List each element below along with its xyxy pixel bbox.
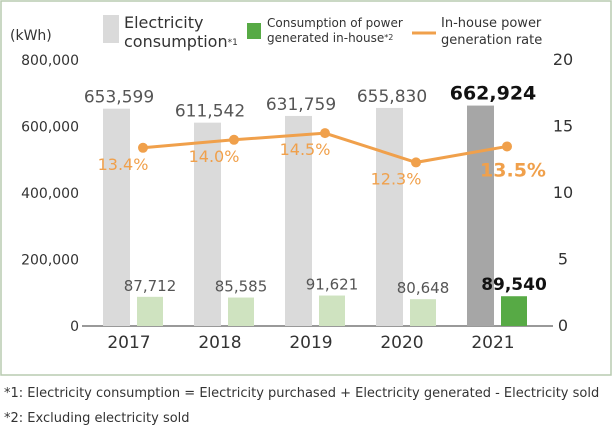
data-label-inhouse: 91,621 [306, 276, 359, 294]
rate-point [411, 157, 421, 168]
x-tick-label: 2021 [471, 333, 514, 353]
data-label-inhouse: 89,540 [481, 275, 547, 295]
legend-electricity-line2-text: consumption [124, 32, 228, 51]
legend-inhouse-superscript: *2 [384, 33, 393, 42]
y-left-tick-label: 800,000 [21, 53, 79, 69]
bar-inhouse-consumption [228, 297, 254, 326]
bar-inhouse-consumption [137, 296, 163, 326]
bars-group [103, 105, 527, 327]
data-label-inhouse: 87,712 [124, 277, 177, 295]
bar-electricity-consumption [194, 122, 221, 326]
legend-electricity-line1: Electricity [124, 13, 203, 32]
y-left-axis-ticks: 0 200,000 400,000 600,000 800,000 [21, 53, 79, 335]
rate-point [502, 141, 512, 152]
bar-inhouse-consumption [501, 296, 527, 326]
legend: Electricity consumption*1 Consumption of… [103, 13, 542, 51]
legend-inhouse-line2-text: generated in-house [267, 31, 384, 45]
data-label-electricity: 631,759 [266, 95, 336, 115]
data-label-rate: 13.5% [480, 159, 546, 181]
x-tick-label: 2020 [380, 333, 423, 353]
y-right-tick-label: 10 [553, 183, 573, 202]
legend-electricity-superscript: *1 [228, 38, 238, 48]
y-left-tick-label: 600,000 [21, 120, 79, 136]
y-left-unit-label: (kWh) [10, 28, 52, 44]
rate-point [320, 128, 330, 139]
x-axis-ticks: 2017 2018 2019 2020 2021 [107, 333, 514, 353]
footnote-1: *1: Electricity consumption = Electricit… [4, 386, 600, 401]
y-left-tick-label: 400,000 [21, 186, 79, 202]
legend-swatch-electricity [103, 15, 119, 43]
data-label-rate: 14.5% [280, 140, 331, 159]
legend-rate-line1: In-house power [441, 16, 542, 31]
data-label-inhouse: 80,648 [397, 279, 450, 297]
data-label-electricity: 655,830 [357, 87, 427, 107]
bar-labels-group: 653,599 87,712 611,542 85,585 631,759 91,621 6… [84, 83, 547, 298]
y-left-tick-label: 0 [70, 319, 79, 335]
legend-inhouse-line1: Consumption of power [267, 16, 403, 30]
x-tick-label: 2018 [198, 333, 241, 353]
data-label-rate: 12.3% [371, 169, 422, 188]
data-label-rate: 14.0% [189, 147, 240, 166]
legend-swatch-inhouse [247, 23, 261, 39]
y-left-tick-label: 200,000 [21, 253, 79, 269]
rate-line-group [138, 128, 512, 168]
bar-inhouse-consumption [319, 295, 345, 326]
x-tick-label: 2017 [107, 333, 150, 353]
bar-electricity-consumption [467, 105, 494, 327]
rate-point [138, 142, 148, 153]
y-right-tick-label: 0 [558, 316, 568, 335]
y-right-tick-label: 20 [553, 50, 573, 69]
data-label-electricity: 662,924 [450, 83, 537, 105]
data-label-inhouse: 85,585 [215, 278, 268, 296]
x-tick-label: 2019 [289, 333, 332, 353]
y-right-tick-label: 5 [558, 250, 568, 269]
data-label-electricity: 653,599 [84, 88, 154, 108]
footnote-2: *2: Excluding electricity sold [4, 411, 190, 426]
bar-electricity-consumption [103, 108, 130, 326]
data-label-rate: 13.4% [98, 155, 149, 174]
legend-rate-line2: generation rate [441, 33, 542, 48]
y-right-tick-label: 15 [553, 117, 573, 136]
bar-inhouse-consumption [410, 299, 436, 326]
bar-electricity-consumption [285, 115, 312, 327]
y-right-axis-ticks: 0 5 10 15 20 [553, 50, 573, 335]
bar-electricity-consumption [376, 107, 403, 326]
legend-inhouse-line2: generated in-house*2 [267, 31, 393, 45]
legend-electricity-line2: consumption*1 [124, 32, 238, 51]
data-label-electricity: 611,542 [175, 102, 245, 122]
rate-point [229, 134, 239, 145]
